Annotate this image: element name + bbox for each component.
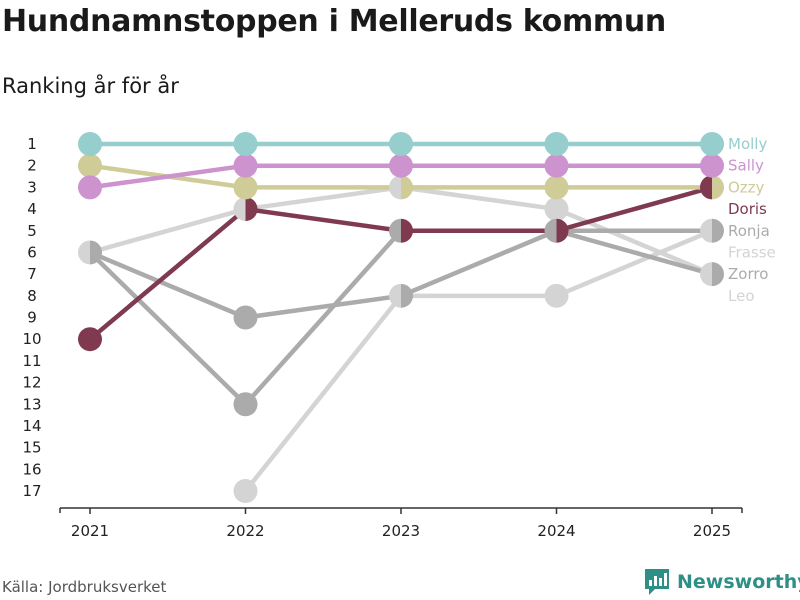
series-line-frasse bbox=[243, 228, 715, 494]
data-point bbox=[544, 218, 557, 243]
legend-label-doris: Doris bbox=[728, 200, 767, 218]
y-tick-label: 4 bbox=[27, 200, 37, 218]
series-line-doris bbox=[87, 185, 715, 342]
data-point bbox=[700, 153, 724, 178]
data-point bbox=[389, 153, 413, 178]
y-tick-label: 5 bbox=[27, 222, 37, 240]
data-point bbox=[556, 218, 569, 243]
data-point bbox=[389, 175, 401, 200]
data-point bbox=[233, 479, 258, 503]
legend-label-leo: Leo bbox=[728, 287, 755, 305]
x-tick-label: 2021 bbox=[71, 522, 109, 540]
y-tick-label: 2 bbox=[27, 157, 37, 175]
x-tick-label: 2022 bbox=[226, 522, 264, 540]
y-tick-label: 3 bbox=[27, 178, 37, 196]
data-point bbox=[544, 175, 569, 200]
y-tick-label: 7 bbox=[27, 265, 37, 283]
legend-label-sally: Sally bbox=[728, 157, 764, 175]
data-point bbox=[389, 218, 401, 243]
brand-logo[interactable]: Newsworthy bbox=[644, 568, 800, 596]
legend-label-zorro: Zorro bbox=[728, 265, 768, 283]
data-point bbox=[544, 283, 569, 308]
y-tick-label: 6 bbox=[27, 243, 37, 261]
data-point bbox=[712, 175, 724, 200]
data-point bbox=[233, 175, 258, 200]
data-point bbox=[233, 392, 258, 417]
y-tick-label: 9 bbox=[27, 309, 37, 327]
data-point bbox=[700, 262, 712, 287]
data-point bbox=[78, 327, 102, 352]
data-point bbox=[90, 240, 102, 265]
data-point bbox=[389, 132, 413, 156]
y-tick-label: 8 bbox=[27, 287, 37, 305]
data-point bbox=[78, 153, 102, 178]
data-point bbox=[233, 153, 258, 178]
x-tick-label: 2025 bbox=[693, 522, 731, 540]
legend-label-ronja: Ronja bbox=[728, 222, 770, 240]
data-point bbox=[78, 175, 102, 200]
data-point bbox=[233, 305, 258, 330]
data-point bbox=[544, 153, 569, 178]
bar-chart-icon bbox=[645, 569, 669, 595]
data-point bbox=[233, 197, 246, 222]
x-tick-label: 2023 bbox=[382, 522, 420, 540]
data-point bbox=[389, 283, 401, 308]
y-tick-label: 17 bbox=[22, 482, 41, 500]
y-tick-label: 1 bbox=[27, 135, 37, 153]
y-tick-label: 14 bbox=[22, 417, 41, 435]
data-point bbox=[401, 175, 413, 200]
data-point bbox=[245, 197, 258, 222]
y-tick-label: 10 bbox=[22, 330, 41, 348]
y-tick-label: 16 bbox=[22, 460, 41, 478]
data-point bbox=[233, 132, 258, 156]
y-tick-label: 13 bbox=[22, 395, 41, 413]
data-point bbox=[401, 283, 413, 308]
data-point bbox=[712, 262, 724, 287]
chart-title: Hundnamnstoppen i Melleruds kommun bbox=[2, 4, 666, 39]
chart-subtitle: Ranking år för år bbox=[2, 74, 179, 98]
data-point bbox=[700, 218, 712, 243]
data-point bbox=[78, 132, 102, 156]
data-point bbox=[700, 175, 712, 200]
y-tick-label: 11 bbox=[22, 352, 41, 370]
data-point bbox=[544, 132, 569, 156]
brand-name: Newsworthy bbox=[677, 571, 800, 593]
source-note: Källa: Jordbruksverket bbox=[2, 578, 167, 596]
data-point bbox=[401, 218, 413, 243]
data-point bbox=[700, 132, 724, 156]
data-point bbox=[78, 240, 90, 265]
x-tick-label: 2024 bbox=[537, 522, 575, 540]
legend-label-molly: Molly bbox=[728, 135, 767, 153]
data-point bbox=[544, 197, 569, 222]
y-tick-label: 15 bbox=[22, 439, 41, 457]
series-line-ronja bbox=[87, 228, 715, 407]
data-point bbox=[712, 218, 724, 243]
y-tick-label: 12 bbox=[22, 374, 41, 392]
legend-label-ozzy: Ozzy bbox=[728, 178, 765, 196]
legend-label-frasse: Frasse bbox=[728, 243, 776, 261]
